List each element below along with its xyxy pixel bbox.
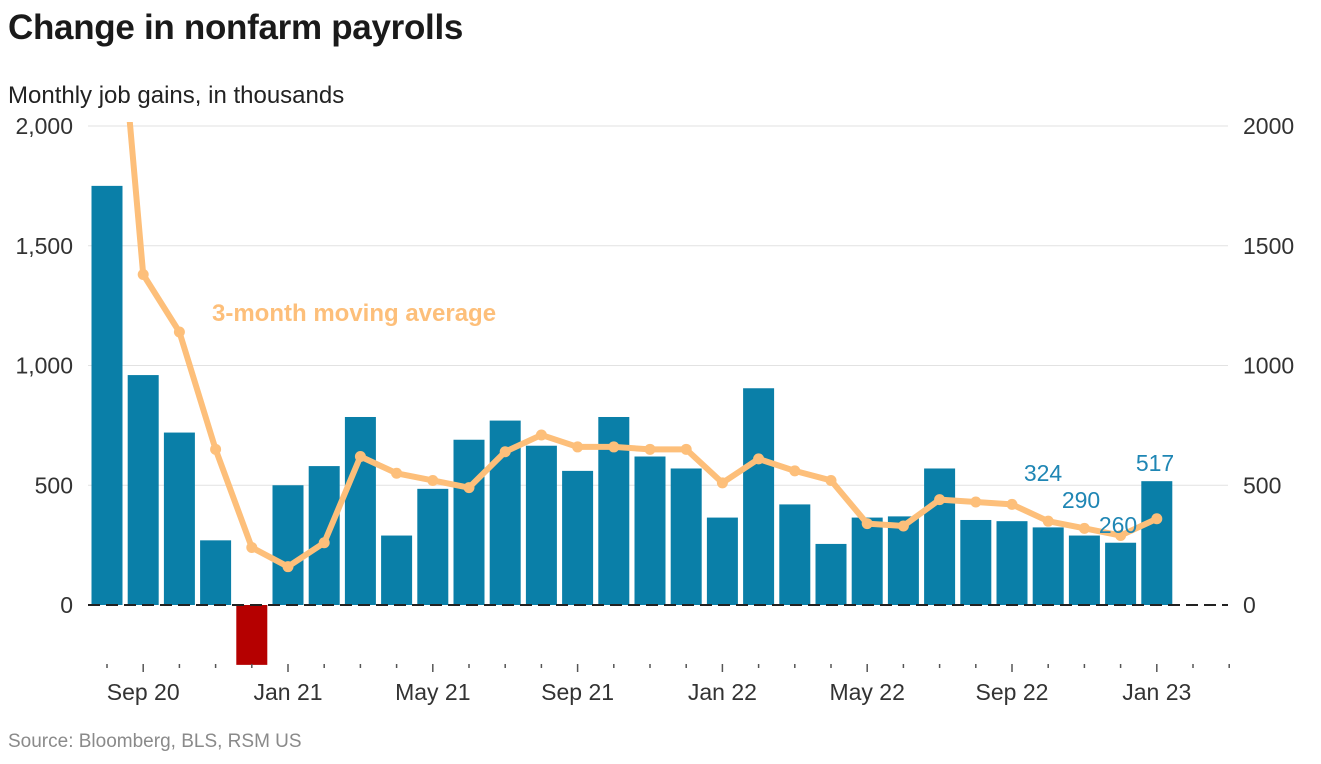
bar (91, 185, 123, 605)
bar (453, 439, 485, 605)
bar (1141, 481, 1173, 605)
bars (91, 185, 1173, 665)
value-annotation: 517 (1136, 450, 1174, 476)
y-tick-label-left: 1,000 (15, 353, 73, 379)
x-tick-label: Sep 21 (541, 679, 614, 705)
bar (200, 540, 232, 605)
bar (344, 416, 376, 605)
moving-average-point (753, 453, 765, 465)
x-tick-label: Jan 21 (253, 679, 322, 705)
moving-average-point (1151, 513, 1163, 525)
y-tick-label-right: 1000 (1243, 353, 1294, 379)
bar (236, 605, 268, 665)
bar (743, 388, 775, 605)
moving-average-point (463, 482, 475, 494)
x-tick-label: Jan 23 (1122, 679, 1191, 705)
bar (272, 485, 304, 605)
y-tick-label-right: 1500 (1243, 233, 1294, 259)
moving-average-point (716, 477, 728, 489)
chart-subtitle: Monthly job gains, in thousands (8, 82, 345, 109)
moving-average-point (572, 441, 584, 453)
moving-average-point (897, 520, 909, 532)
moving-average-point (1042, 515, 1054, 527)
moving-average-point (210, 443, 222, 455)
y-tick-label-left: 0 (60, 592, 73, 618)
y-axis-right: 2000 1500 1000 500 0 (1243, 113, 1294, 618)
bar (562, 470, 594, 605)
moving-average-series (126, 122, 1163, 573)
bar (670, 468, 702, 605)
y-tick-label-right: 500 (1243, 472, 1281, 498)
value-annotation: 290 (1062, 487, 1100, 513)
moving-average-point (535, 429, 547, 441)
x-tick-label: May 22 (829, 679, 904, 705)
moving-average-point (391, 467, 403, 479)
y-tick-label-right: 0 (1243, 592, 1256, 618)
bar (996, 521, 1028, 605)
value-annotation: 260 (1099, 512, 1137, 538)
bar (960, 519, 992, 605)
bar (851, 517, 883, 605)
moving-average-label: 3-month moving average (212, 300, 496, 327)
moving-average-point (173, 326, 185, 338)
bar (1032, 527, 1064, 605)
moving-average-line (126, 122, 1160, 570)
bar (779, 504, 811, 605)
moving-average-point (970, 496, 982, 508)
x-tick-label: May 21 (395, 679, 470, 705)
moving-average-point (246, 542, 258, 554)
bar (381, 535, 413, 605)
value-annotation: 324 (1024, 460, 1063, 486)
x-tick-label: Sep 22 (976, 679, 1049, 705)
moving-average-point (644, 443, 656, 455)
moving-average-point (1078, 522, 1090, 534)
moving-average-point (499, 446, 511, 458)
moving-average-point (608, 441, 620, 453)
bar (1068, 535, 1100, 605)
bar (706, 517, 738, 605)
moving-average-point (789, 465, 801, 477)
bar (634, 456, 666, 605)
bar (417, 488, 449, 605)
bar (163, 432, 195, 605)
moving-average-point (354, 451, 366, 463)
moving-average-point (427, 474, 439, 486)
y-axis-left: 2,000 1,500 1,000 500 0 (15, 113, 73, 618)
moving-average-point (137, 268, 149, 280)
y-tick-label-left: 500 (35, 472, 73, 498)
moving-average-point (680, 443, 692, 455)
moving-average-point (934, 494, 946, 506)
x-axis: Sep 20 Jan 21 May 21 Sep 21 Jan 22 May 22 Sep … (106, 664, 1230, 705)
y-tick-label-left: 1,500 (15, 233, 73, 259)
source-note: Source: Bloomberg, BLS, RSM US (8, 731, 302, 752)
y-tick-label-right: 2000 (1243, 113, 1294, 139)
moving-average-point (1006, 498, 1018, 510)
bar (924, 468, 956, 605)
moving-average-point (1115, 530, 1127, 542)
x-tick-label: Jan 22 (688, 679, 757, 705)
chart-title: Change in nonfarm payrolls (8, 8, 464, 47)
bar (127, 375, 159, 605)
bar (525, 445, 557, 605)
moving-average-point (282, 561, 294, 573)
moving-average-point (825, 474, 837, 486)
moving-average-point (861, 518, 873, 530)
y-tick-label-left: 2,000 (15, 113, 73, 139)
moving-average-point (318, 537, 330, 549)
bar (815, 543, 847, 605)
x-tick-label: Sep 20 (107, 679, 180, 705)
bar (1105, 542, 1137, 605)
